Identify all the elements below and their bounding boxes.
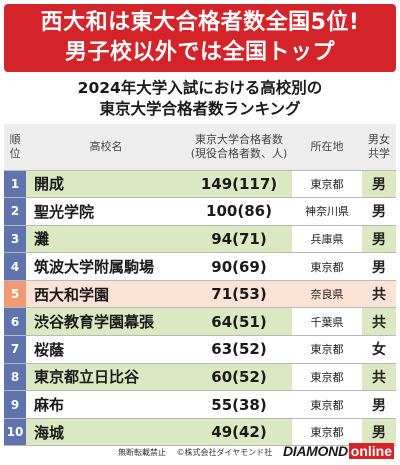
location: 東京都 xyxy=(292,390,362,419)
school-name: 西大和学園 xyxy=(26,280,186,309)
pass-count: 149(117) xyxy=(186,170,292,199)
location: 神奈川県 xyxy=(292,197,362,226)
rank-cell: 4 xyxy=(4,252,26,281)
table-row: 9 麻布 55(38) 東京都 男 xyxy=(4,390,396,419)
headline-line-1: 西大和は東大合格者数全国5位! xyxy=(40,10,360,35)
headline-line-2: 男子校以外では全国トップ xyxy=(64,40,335,65)
school-type: 共 xyxy=(362,307,396,337)
header-rank: 順 位 xyxy=(4,124,26,171)
header-rank-line-2: 位 xyxy=(9,146,21,160)
pass-count: 100(86) xyxy=(186,197,292,226)
pass-count: 90(69) xyxy=(186,252,292,281)
table-row: 4 筑波大学附属駒場 90(69) 東京都 男 xyxy=(4,252,396,281)
school-name: 灘 xyxy=(26,225,186,254)
school-type: 男 xyxy=(362,197,396,226)
rank-cell: 10 xyxy=(4,418,26,447)
rank-cell: 7 xyxy=(4,335,26,364)
header-location: 所在地 xyxy=(292,124,362,171)
school-name: 麻布 xyxy=(26,390,186,419)
pass-count: 49(42) xyxy=(186,418,292,447)
table-row-highlighted: 5 西大和学園 71(53) 奈良県 共 xyxy=(4,280,396,309)
copyright-notice: ©株式会社ダイヤモンド社 xyxy=(176,448,273,457)
table-title-line-2: 東京大学合格者数ランキング xyxy=(99,100,301,118)
location: 兵庫県 xyxy=(292,225,362,254)
table-row: 1 開成 149(117) 東京都 男 xyxy=(4,170,396,199)
rank-cell: 1 xyxy=(4,170,26,199)
rank-cell: 6 xyxy=(4,307,26,337)
rank-cell: 5 xyxy=(4,280,26,309)
header-school: 高校名 xyxy=(26,124,186,171)
table-title-line-1: 2024年大学入試における高校別の xyxy=(77,79,323,97)
school-name: 渋谷教育学園幕張 xyxy=(26,307,186,337)
pass-count: 71(53) xyxy=(186,280,292,309)
no-reprint-notice: 無断転載禁止 xyxy=(118,448,166,457)
table-row: 2 聖光学院 100(86) 神奈川県 男 xyxy=(4,197,396,226)
school-type: 男 xyxy=(362,170,396,199)
school-name: 桜蔭 xyxy=(26,335,186,364)
footer-notes: 無断転載禁止 ©株式会社ダイヤモンド社 xyxy=(118,447,280,458)
logo-online-text: online xyxy=(348,443,394,459)
headline-banner: 西大和は東大合格者数全国5位! 男子校以外では全国トップ xyxy=(4,4,396,72)
school-name: 開成 xyxy=(26,170,186,199)
school-name: 海城 xyxy=(26,418,186,447)
school-type: 共 xyxy=(362,363,396,392)
school-type: 女 xyxy=(362,335,396,364)
school-name: 東京都立日比谷 xyxy=(26,363,186,392)
logo-diamond-text: DIAMOND xyxy=(282,443,348,459)
location: 千葉県 xyxy=(292,307,362,337)
table-header-row: 順 位 高校名 東京大学合格者数 (現役合格者数、人) 所在地 男女 共学 xyxy=(4,124,396,171)
pass-count: 94(71) xyxy=(186,225,292,254)
table-row: 3 灘 94(71) 兵庫県 男 xyxy=(4,225,396,254)
pass-count: 64(51) xyxy=(186,307,292,337)
pass-count: 60(52) xyxy=(186,363,292,392)
school-type: 男 xyxy=(362,252,396,281)
header-rank-line-1: 順 xyxy=(9,132,21,146)
diamond-online-logo: DIAMOND online xyxy=(283,442,394,460)
pass-count: 63(52) xyxy=(186,335,292,364)
location: 東京都 xyxy=(292,252,362,281)
table-row: 10 海城 49(42) 東京都 男 xyxy=(4,418,396,447)
header-type: 男女 共学 xyxy=(362,124,396,171)
table-title: 2024年大学入試における高校別の 東京大学合格者数ランキング xyxy=(0,78,400,120)
location: 東京都 xyxy=(292,363,362,392)
location: 東京都 xyxy=(292,170,362,199)
school-type: 男 xyxy=(362,390,396,419)
header-type-line-2: 共学 xyxy=(368,146,390,160)
ranking-table: 順 位 高校名 東京大学合格者数 (現役合格者数、人) 所在地 男女 共学 1 … xyxy=(4,124,396,447)
table-row: 7 桜蔭 63(52) 東京都 女 xyxy=(4,335,396,364)
school-type: 男 xyxy=(362,225,396,254)
header-type-line-1: 男女 xyxy=(368,132,390,146)
location: 奈良県 xyxy=(292,280,362,309)
school-type: 共 xyxy=(362,280,396,309)
header-count-line-1: 東京大学合格者数 xyxy=(195,132,283,146)
header-count-line-2: (現役合格者数、人) xyxy=(190,146,288,160)
location: 東京都 xyxy=(292,335,362,364)
rank-cell: 2 xyxy=(4,197,26,226)
table-row: 8 東京都立日比谷 60(52) 東京都 共 xyxy=(4,363,396,392)
rank-cell: 8 xyxy=(4,363,26,392)
school-name: 筑波大学附属駒場 xyxy=(26,252,186,281)
rank-cell: 9 xyxy=(4,390,26,419)
header-count: 東京大学合格者数 (現役合格者数、人) xyxy=(186,124,292,171)
school-name: 聖光学院 xyxy=(26,197,186,226)
school-type: 男 xyxy=(362,418,396,447)
rank-cell: 3 xyxy=(4,225,26,254)
location: 東京都 xyxy=(292,418,362,447)
table-row: 6 渋谷教育学園幕張 64(51) 千葉県 共 xyxy=(4,307,396,337)
pass-count: 55(38) xyxy=(186,390,292,419)
